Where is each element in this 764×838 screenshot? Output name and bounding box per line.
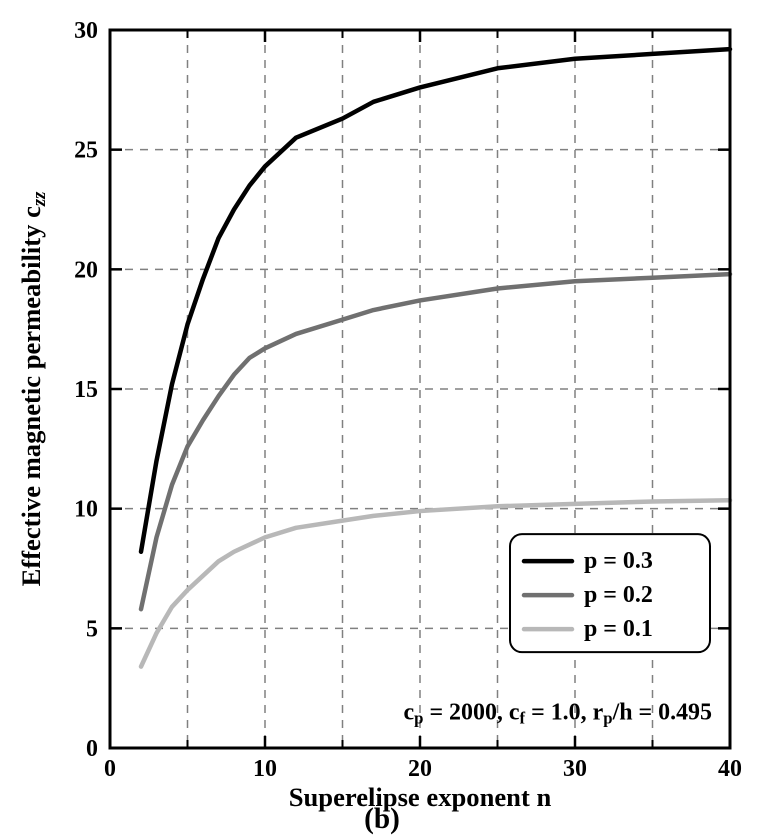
- legend-label: p = 0.1: [584, 616, 653, 642]
- y-tick-label: 30: [74, 18, 98, 44]
- y-tick-label: 10: [74, 497, 98, 523]
- y-axis-label: Effective magnetic permeability czz: [16, 191, 50, 587]
- panel-label: (b): [364, 803, 400, 835]
- legend: p = 0.3 p = 0.2 p = 0.1: [510, 534, 710, 652]
- legend-label: p = 0.2: [584, 582, 653, 608]
- figure-container: 0 10 20 30 40 0 5 10 15 20 25 30 Superelipse exponen…: [0, 0, 764, 838]
- x-axis-label: Superelipse exponent n: [289, 782, 552, 812]
- y-tick-label: 0: [86, 736, 98, 762]
- y-tick-label: 20: [74, 257, 98, 283]
- y-tick-label: 15: [74, 377, 98, 403]
- x-tick-label: 40: [718, 756, 742, 782]
- y-axis-label-text: Effective magnetic permeability czz: [16, 191, 50, 587]
- x-tick-label: 20: [408, 756, 432, 782]
- x-tick-label: 10: [253, 756, 277, 782]
- chart-svg: 0 10 20 30 40 0 5 10 15 20 25 30 Superelipse exponen…: [0, 0, 764, 838]
- x-tick-label: 30: [563, 756, 587, 782]
- legend-label: p = 0.3: [584, 548, 653, 574]
- params-annotation: cp = 2000, cf = 1.0, rp/h = 0.495: [404, 699, 713, 727]
- y-tick-label: 25: [74, 138, 98, 164]
- y-tick-label: 5: [86, 616, 98, 642]
- x-tick-label: 0: [104, 756, 116, 782]
